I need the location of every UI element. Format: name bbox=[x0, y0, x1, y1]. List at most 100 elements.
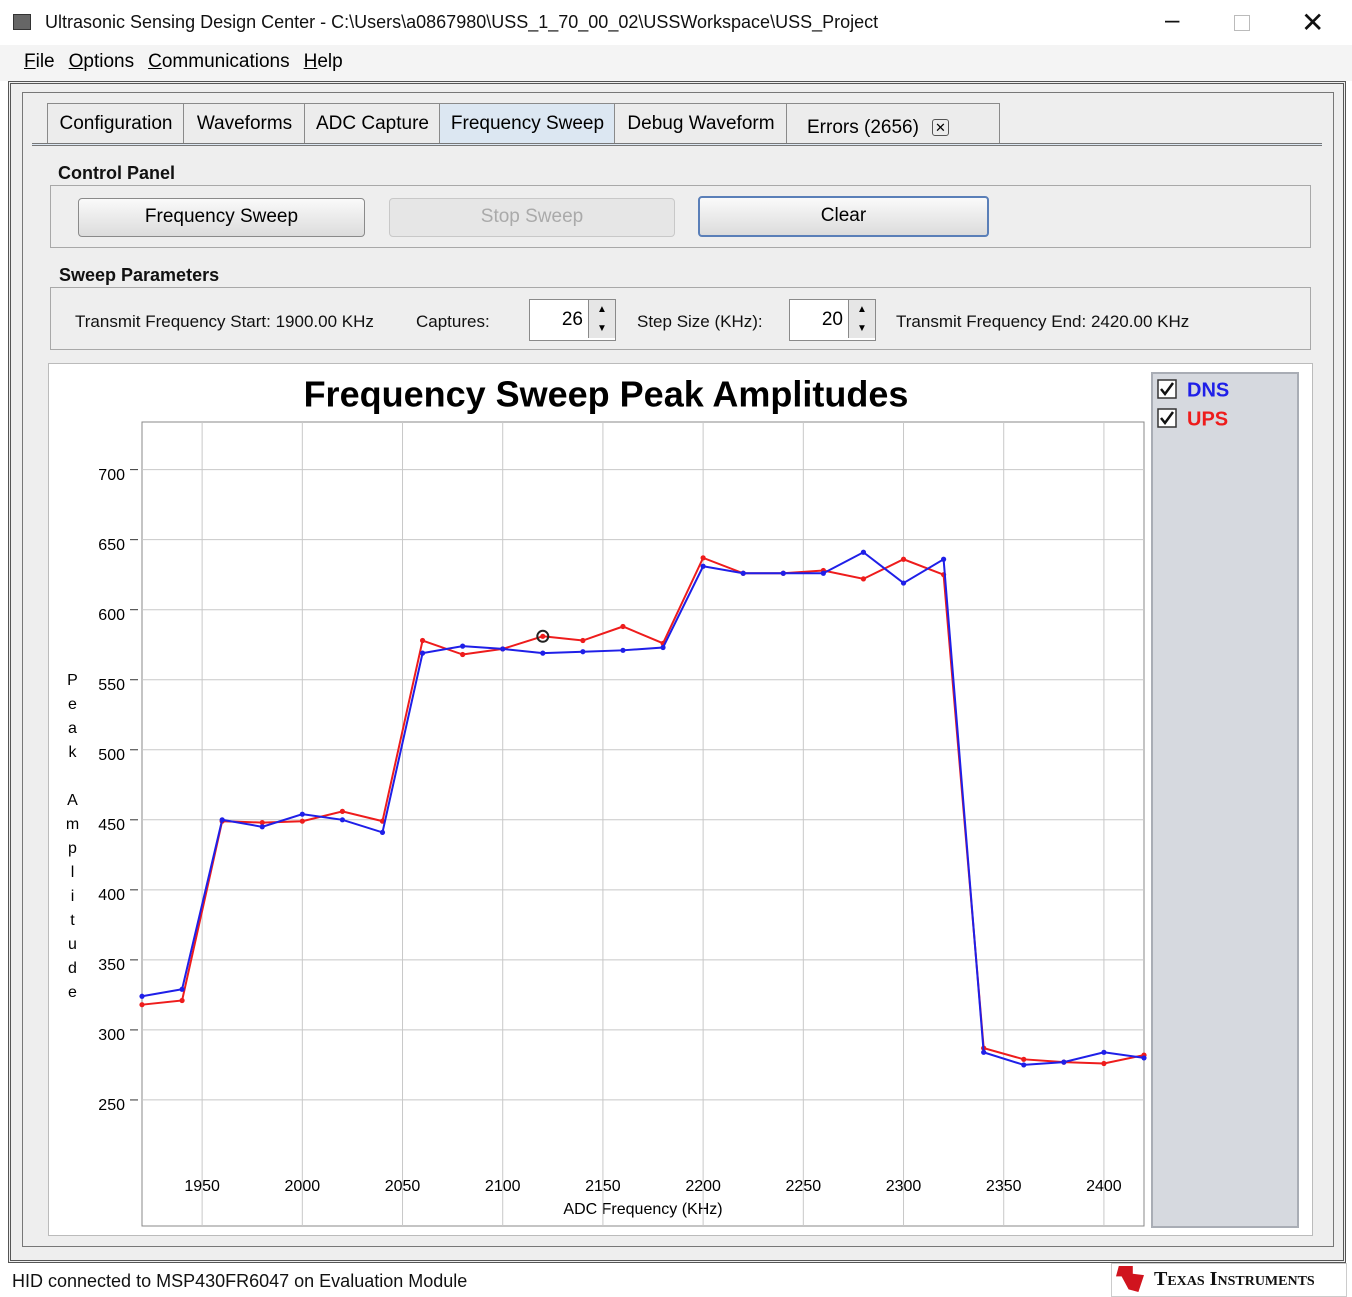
x-tick-label: 2250 bbox=[786, 1178, 822, 1195]
point bbox=[1021, 1056, 1027, 1062]
button[interactable]: Clear bbox=[698, 196, 989, 237]
x-tick-label: 2000 bbox=[285, 1178, 321, 1195]
y-tick-label: 400 bbox=[98, 887, 125, 904]
chart-title: Frequency Sweep Peak Amplitudes bbox=[304, 374, 909, 415]
spinner[interactable]: 26 ▲ ▼ bbox=[529, 299, 616, 341]
spin-up[interactable]: ▲ bbox=[588, 300, 615, 319]
point bbox=[900, 580, 907, 586]
legend-panel bbox=[1151, 372, 1299, 1228]
tab[interactable]: Errors (2656) bbox=[786, 103, 1000, 144]
point bbox=[1101, 1049, 1107, 1055]
point bbox=[941, 556, 947, 562]
maximize[interactable] bbox=[1234, 15, 1250, 31]
plot-area bbox=[141, 421, 1145, 1227]
minimize[interactable]: – bbox=[1165, 4, 1180, 34]
menu-item[interactable]: Communications bbox=[148, 51, 290, 72]
y-axis-label: Peak Amplitude bbox=[64, 672, 81, 1008]
hover-marker bbox=[536, 629, 550, 643]
spinner[interactable]: 20 ▲ ▼ bbox=[789, 299, 876, 341]
x-tick-label: 2200 bbox=[685, 1178, 721, 1195]
y-tick-label: 450 bbox=[98, 817, 125, 834]
y-tick-label: 600 bbox=[98, 607, 125, 624]
point bbox=[1061, 1059, 1067, 1065]
x-axis-label: ADC Frequency (KHz) bbox=[563, 1201, 722, 1218]
tab[interactable]: Waveforms bbox=[183, 103, 306, 144]
status-text: HID connected to MSP430FR6047 on Evaluat… bbox=[12, 1271, 468, 1291]
spin-down[interactable]: ▼ bbox=[848, 319, 875, 338]
x-tick-label: 2050 bbox=[385, 1178, 421, 1195]
tab-line bbox=[32, 143, 1322, 146]
point bbox=[820, 570, 826, 576]
point bbox=[780, 570, 786, 576]
y-tick-label: 650 bbox=[98, 537, 125, 554]
panel-box bbox=[50, 287, 1311, 350]
y-tick-label: 350 bbox=[98, 957, 125, 974]
point bbox=[860, 549, 867, 555]
point bbox=[259, 819, 265, 826]
legend-check bbox=[1160, 382, 1175, 397]
logo-box bbox=[1111, 1263, 1347, 1297]
point bbox=[139, 993, 145, 999]
app-icon bbox=[13, 14, 31, 30]
tab-close[interactable]: ✕ bbox=[932, 119, 949, 136]
section-title: Control Panel bbox=[58, 163, 176, 183]
menu-item[interactable]: Options bbox=[68, 51, 135, 72]
point bbox=[740, 570, 746, 576]
point bbox=[299, 811, 305, 817]
menu-item[interactable]: File bbox=[24, 51, 55, 72]
label: Captures: bbox=[416, 312, 490, 331]
x-tick-label: 2150 bbox=[585, 1178, 621, 1195]
point bbox=[179, 986, 185, 992]
point bbox=[460, 651, 466, 658]
point bbox=[339, 817, 345, 823]
legend-label[interactable]: DNS bbox=[1187, 379, 1229, 401]
label: Transmit Frequency Start: 1900.00 KHz bbox=[75, 312, 374, 331]
logo-text: Texas Instruments bbox=[1154, 1268, 1315, 1290]
label: Transmit Frequency End: 2420.00 KHz bbox=[896, 312, 1190, 331]
label: Step Size (KHz): bbox=[637, 312, 763, 331]
button[interactable]: Frequency Sweep bbox=[78, 198, 365, 237]
spin-down[interactable]: ▼ bbox=[588, 319, 615, 338]
x-tick-label: 2100 bbox=[485, 1178, 521, 1195]
point bbox=[139, 1002, 145, 1008]
close[interactable]: ✕ bbox=[1301, 7, 1325, 38]
point bbox=[540, 633, 546, 639]
y-tick-label: 700 bbox=[98, 467, 125, 484]
y-tick-label: 500 bbox=[98, 747, 125, 764]
spinner-value[interactable]: 20 bbox=[821, 309, 843, 330]
y-tick-label: 550 bbox=[98, 677, 125, 694]
point bbox=[580, 649, 586, 655]
point bbox=[860, 576, 867, 582]
point bbox=[460, 643, 466, 649]
point bbox=[259, 824, 265, 830]
legend-check bbox=[1160, 411, 1175, 426]
point bbox=[1141, 1055, 1147, 1061]
tab[interactable]: Configuration bbox=[47, 103, 185, 144]
point bbox=[981, 1049, 987, 1055]
point bbox=[580, 637, 586, 644]
point bbox=[179, 997, 185, 1004]
point bbox=[219, 817, 225, 823]
point bbox=[1101, 1060, 1107, 1067]
title-bar bbox=[0, 0, 1352, 45]
spin-up[interactable]: ▲ bbox=[848, 300, 875, 319]
menu-item[interactable]: Help bbox=[303, 51, 343, 72]
y-tick-label: 300 bbox=[98, 1027, 125, 1044]
inner-frame bbox=[22, 92, 1334, 1247]
point bbox=[620, 623, 626, 630]
spinner-value[interactable]: 26 bbox=[561, 309, 583, 330]
window-title: Ultrasonic Sensing Design Center - C:\Us… bbox=[45, 12, 879, 32]
x-tick-label: 2400 bbox=[1086, 1178, 1122, 1195]
point bbox=[419, 650, 426, 656]
tab[interactable]: Debug Waveform bbox=[614, 103, 788, 144]
point bbox=[299, 818, 305, 824]
point bbox=[500, 646, 506, 652]
x-tick-label: 2300 bbox=[886, 1178, 922, 1195]
y-tick-label: 250 bbox=[98, 1097, 125, 1114]
section-title: Sweep Parameters bbox=[59, 265, 220, 285]
legend-label[interactable]: UPS bbox=[1187, 408, 1228, 430]
point bbox=[339, 808, 345, 814]
series-line bbox=[141, 551, 1145, 1066]
